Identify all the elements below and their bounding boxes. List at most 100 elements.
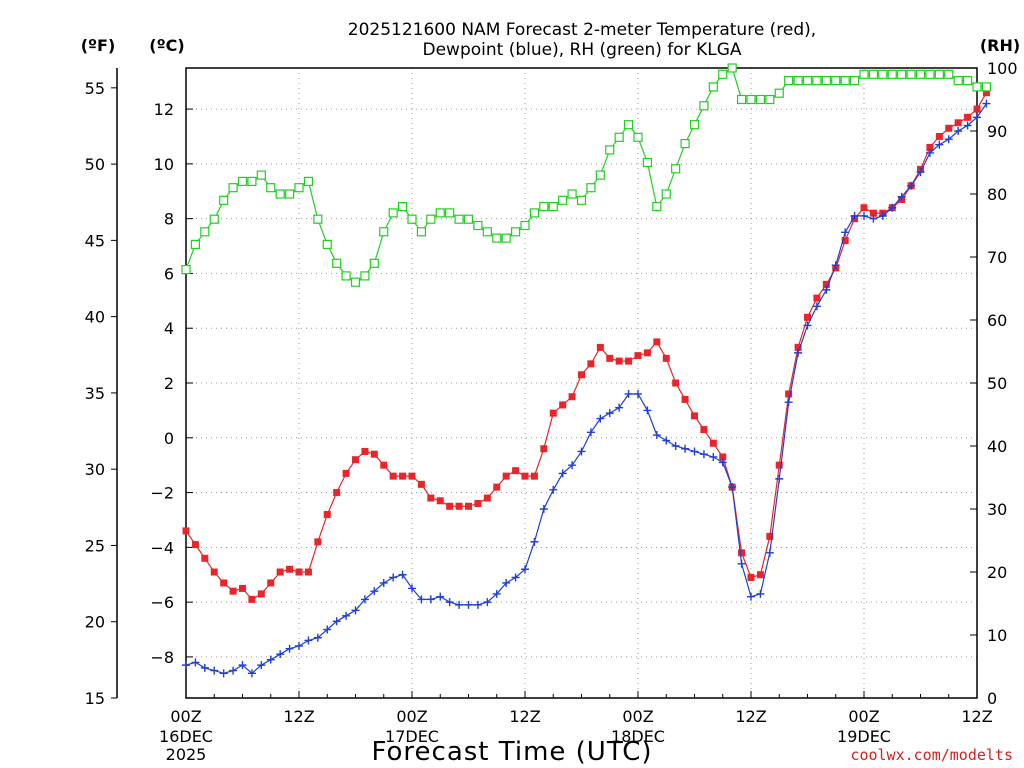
temperature-marker bbox=[521, 472, 529, 480]
series-layer bbox=[181, 63, 992, 678]
rh-marker bbox=[379, 227, 389, 237]
temperature-marker bbox=[304, 568, 312, 576]
rh-marker bbox=[680, 139, 690, 149]
temperature-marker bbox=[606, 354, 614, 362]
rh-marker bbox=[972, 82, 982, 92]
dewpoint-marker bbox=[511, 573, 520, 582]
plot-frame bbox=[185, 67, 978, 699]
temperature-marker bbox=[822, 280, 830, 288]
temperature-marker bbox=[493, 483, 501, 491]
rh-marker bbox=[689, 120, 700, 130]
temperature-marker bbox=[540, 445, 548, 453]
dewpoint-marker bbox=[652, 431, 661, 440]
rh-marker bbox=[859, 69, 869, 79]
rh-marker bbox=[849, 75, 860, 86]
temperature-marker bbox=[945, 124, 953, 132]
dewpoint-marker bbox=[812, 302, 821, 311]
chart-title-line2: Dewpoint (blue), RH (green) for KLGA bbox=[423, 40, 742, 60]
dewpoint-marker bbox=[643, 406, 652, 415]
temperature-marker bbox=[502, 472, 510, 480]
dewpoint-marker bbox=[681, 444, 690, 453]
rh-marker bbox=[906, 69, 916, 79]
rh-marker bbox=[718, 69, 728, 79]
temperature-marker bbox=[634, 352, 642, 360]
rh-marker bbox=[793, 75, 803, 86]
grid-lines bbox=[186, 68, 977, 698]
rh-marker bbox=[755, 94, 766, 105]
rh-marker bbox=[727, 63, 737, 73]
dewpoint-marker bbox=[860, 211, 868, 220]
temperature-marker bbox=[455, 502, 463, 510]
temperature-marker bbox=[709, 439, 717, 447]
rh-tick-label: 0 bbox=[987, 689, 997, 708]
dewpoint-marker bbox=[521, 565, 529, 574]
rh-marker bbox=[887, 69, 897, 79]
f-tick-label: 15 bbox=[85, 689, 105, 708]
dewpoint-marker bbox=[878, 211, 887, 220]
dewpoint-marker bbox=[539, 505, 548, 513]
rh-marker bbox=[623, 120, 634, 130]
dewpoint-marker bbox=[634, 389, 642, 398]
x-axis-title: Forecast Time (UTC) bbox=[371, 737, 652, 767]
credit-text: coolwx.com/modelts bbox=[850, 746, 1013, 764]
c-tick-label: 12 bbox=[154, 100, 174, 119]
dewpoint-marker bbox=[285, 644, 294, 653]
rh-marker bbox=[548, 202, 558, 212]
rh-marker bbox=[247, 176, 257, 186]
dewpoint-marker bbox=[944, 135, 953, 144]
c-tick-label: 4 bbox=[164, 319, 174, 338]
temperature-marker bbox=[323, 510, 331, 518]
temperature-marker bbox=[417, 480, 425, 488]
rh-marker bbox=[661, 189, 671, 199]
rh-marker bbox=[200, 227, 210, 237]
rh-marker bbox=[605, 145, 615, 155]
c-tick-label: −6 bbox=[150, 593, 174, 612]
x-tick-label: 12Z bbox=[961, 707, 992, 726]
rh-marker bbox=[878, 69, 888, 79]
temperature-marker bbox=[775, 461, 783, 469]
temperature-marker bbox=[568, 393, 576, 401]
x-tick-date-label: 17DEC bbox=[385, 727, 439, 746]
dewpoint-marker bbox=[276, 650, 285, 659]
dewpoint-marker bbox=[182, 661, 190, 670]
x-tick-label: 00Z bbox=[170, 707, 201, 726]
temperature-line bbox=[185, 92, 987, 601]
dewpoint-marker bbox=[483, 598, 492, 607]
rh-tick-label: 90 bbox=[987, 122, 1007, 141]
temperature-marker bbox=[578, 371, 585, 379]
rh-marker bbox=[953, 75, 963, 86]
x-tick-label: 00Z bbox=[848, 707, 879, 726]
temperature-marker bbox=[229, 587, 237, 595]
rh-marker bbox=[765, 94, 775, 105]
c-tick-label: −2 bbox=[150, 484, 174, 503]
temperature-marker bbox=[370, 450, 378, 458]
f-tick-label: 30 bbox=[85, 460, 105, 479]
temperature-marker bbox=[625, 357, 633, 365]
rh-marker bbox=[831, 75, 841, 86]
rh-marker bbox=[228, 183, 238, 193]
rh-marker bbox=[962, 75, 973, 86]
axes bbox=[111, 67, 978, 699]
dewpoint-marker bbox=[549, 485, 558, 494]
dewpoint-marker bbox=[455, 600, 464, 609]
rh-marker bbox=[435, 208, 445, 218]
rh-marker bbox=[181, 265, 191, 275]
dewpoint-marker bbox=[596, 414, 605, 423]
dewpoint-marker bbox=[765, 548, 774, 557]
rh-marker bbox=[897, 69, 907, 79]
dewpoint-marker bbox=[379, 578, 388, 587]
temperature-marker bbox=[785, 390, 793, 398]
dewpoint-marker bbox=[558, 469, 567, 478]
temperature-marker bbox=[333, 489, 341, 497]
dewpoint-marker bbox=[709, 452, 718, 461]
temperature-marker bbox=[512, 467, 520, 475]
dewpoint-marker bbox=[295, 641, 303, 650]
rh-marker bbox=[934, 69, 944, 79]
temperature-marker bbox=[804, 313, 811, 321]
temperature-marker bbox=[756, 571, 764, 579]
dewpoint-marker bbox=[568, 461, 577, 470]
temperature-marker bbox=[352, 456, 359, 464]
temperature-marker bbox=[427, 494, 435, 502]
dewpoint-marker bbox=[982, 99, 991, 108]
rh-marker bbox=[840, 75, 850, 86]
